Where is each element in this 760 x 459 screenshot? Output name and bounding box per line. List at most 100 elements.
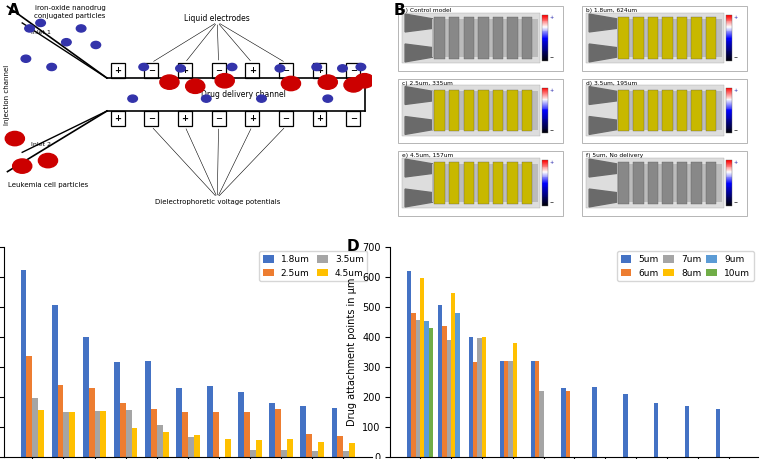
Bar xyxy=(542,162,548,163)
Circle shape xyxy=(128,95,138,102)
Bar xyxy=(438,305,442,457)
Bar xyxy=(685,406,689,457)
Bar xyxy=(726,164,733,165)
Bar xyxy=(619,162,629,204)
Text: +: + xyxy=(316,114,323,123)
Bar xyxy=(726,56,733,57)
Bar xyxy=(542,100,548,101)
Bar xyxy=(726,172,733,173)
Bar xyxy=(33,398,38,457)
Polygon shape xyxy=(589,44,616,62)
Bar xyxy=(542,121,548,122)
Text: Dielectrophoretic voltage potentials: Dielectrophoretic voltage potentials xyxy=(154,199,280,205)
Bar xyxy=(455,313,460,457)
Bar xyxy=(726,44,733,45)
Polygon shape xyxy=(589,87,616,105)
Bar xyxy=(726,118,733,120)
Bar xyxy=(182,412,188,457)
Bar xyxy=(726,108,733,109)
Bar xyxy=(726,37,733,38)
Bar xyxy=(562,388,565,457)
Bar xyxy=(542,89,548,90)
Circle shape xyxy=(176,65,185,72)
Bar xyxy=(726,23,733,24)
Bar xyxy=(269,403,275,457)
Bar xyxy=(726,27,733,28)
Bar xyxy=(542,37,548,38)
Text: +: + xyxy=(549,160,553,165)
Bar xyxy=(542,164,548,165)
Bar xyxy=(676,17,687,59)
Bar xyxy=(726,163,733,164)
Bar xyxy=(542,108,548,109)
Bar xyxy=(238,392,244,457)
Bar xyxy=(726,131,733,132)
Bar xyxy=(542,201,548,202)
Bar xyxy=(726,120,733,122)
Bar xyxy=(312,63,327,78)
Bar xyxy=(726,125,733,126)
Bar xyxy=(726,196,733,197)
Bar xyxy=(492,17,503,59)
Bar xyxy=(726,96,733,97)
Text: +: + xyxy=(549,88,553,93)
Bar xyxy=(542,182,548,183)
Bar xyxy=(726,189,733,190)
Bar xyxy=(211,111,226,126)
Bar xyxy=(726,33,733,34)
Bar xyxy=(726,126,733,127)
Bar xyxy=(726,55,733,56)
Text: d) 3.5um, 195um: d) 3.5um, 195um xyxy=(586,81,638,86)
Bar xyxy=(244,412,250,457)
Bar xyxy=(542,131,548,132)
Bar xyxy=(451,293,455,457)
Bar xyxy=(542,102,548,103)
Bar xyxy=(542,101,548,102)
Bar xyxy=(726,115,733,116)
Bar xyxy=(542,179,548,180)
Text: +: + xyxy=(249,114,255,123)
Circle shape xyxy=(47,63,56,71)
Bar xyxy=(542,185,548,187)
Bar xyxy=(648,162,658,204)
Bar xyxy=(542,195,548,196)
Bar xyxy=(726,29,733,30)
Bar xyxy=(623,394,628,457)
Circle shape xyxy=(356,63,366,71)
Bar xyxy=(306,434,312,457)
Text: a) Control model: a) Control model xyxy=(402,8,451,13)
Bar xyxy=(542,105,548,106)
Bar xyxy=(432,91,538,130)
Bar xyxy=(542,198,548,199)
Text: b) 1.8um, 624um: b) 1.8um, 624um xyxy=(586,8,638,13)
Bar xyxy=(542,172,548,173)
Bar xyxy=(508,361,513,457)
Bar xyxy=(542,194,548,195)
Bar xyxy=(586,13,724,63)
Bar xyxy=(434,90,445,131)
Bar xyxy=(163,432,169,457)
Bar xyxy=(726,21,733,22)
Bar xyxy=(542,163,548,164)
Bar xyxy=(542,199,548,200)
Bar xyxy=(726,201,733,202)
Bar xyxy=(726,118,733,119)
Bar xyxy=(542,124,548,125)
Text: +: + xyxy=(316,66,323,75)
Bar xyxy=(542,183,548,184)
Bar xyxy=(542,112,548,113)
Polygon shape xyxy=(405,44,432,62)
Bar xyxy=(726,18,733,19)
Bar xyxy=(542,129,548,130)
Bar xyxy=(633,90,644,131)
Bar xyxy=(542,51,548,52)
Bar xyxy=(726,26,733,27)
Circle shape xyxy=(36,19,46,27)
Text: f) 5um, No delivery: f) 5um, No delivery xyxy=(586,153,644,158)
Bar xyxy=(89,388,94,457)
Bar xyxy=(542,168,548,169)
Bar xyxy=(726,174,733,175)
Bar xyxy=(592,387,597,457)
Bar xyxy=(542,19,548,20)
Bar xyxy=(726,105,733,106)
